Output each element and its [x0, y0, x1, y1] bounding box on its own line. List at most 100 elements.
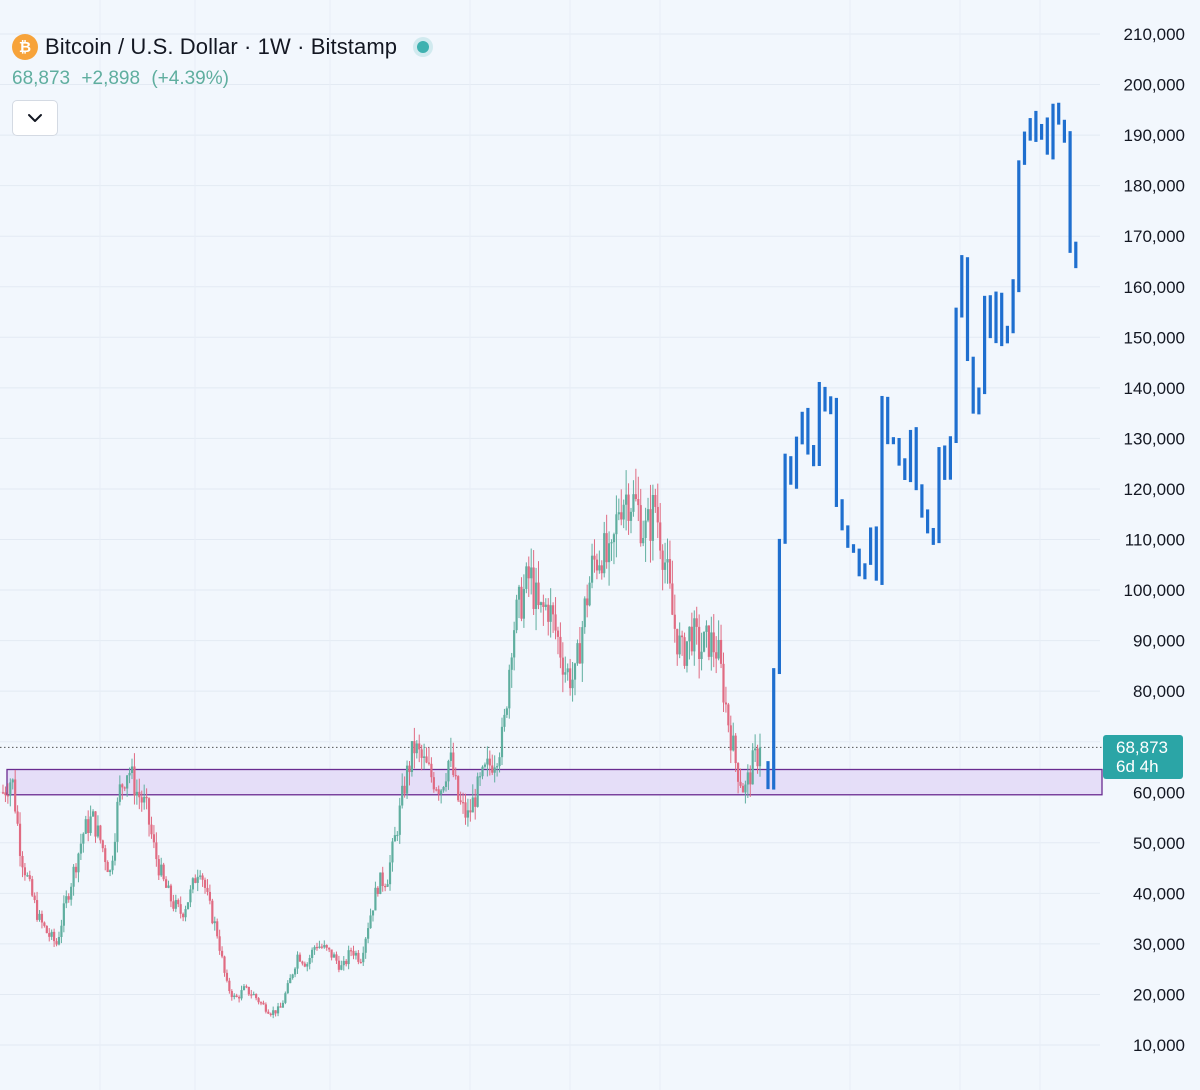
candle-body	[240, 990, 243, 999]
projected-bar	[891, 437, 895, 445]
candle-body	[386, 884, 389, 887]
candle-body	[454, 775, 457, 777]
candle-body	[238, 996, 241, 999]
candle-body	[530, 567, 533, 579]
legend-collapse-button[interactable]	[12, 100, 58, 136]
candle-body	[700, 651, 703, 659]
projected-bar	[1000, 292, 1004, 347]
candle-body	[534, 582, 538, 609]
candle-body	[262, 1002, 265, 1005]
candle-body	[637, 499, 640, 506]
candle-body	[666, 559, 669, 563]
candle-body	[430, 763, 433, 778]
projected-bar	[851, 544, 856, 553]
symbol-title[interactable]: Bitcoin / U.S. Dollar · 1W · Bitstamp	[45, 34, 398, 59]
candle-body	[532, 567, 535, 609]
chart-grid	[0, 33, 1100, 1046]
candle-body	[289, 977, 292, 984]
candle-body	[610, 542, 613, 544]
candle-body	[16, 811, 19, 824]
projected-bar	[977, 387, 981, 415]
candle-body	[659, 522, 662, 551]
candle-body	[437, 789, 440, 795]
candle-body	[152, 834, 156, 843]
candle-body	[461, 802, 465, 804]
projected-bar	[943, 445, 947, 480]
candle-body	[303, 963, 306, 967]
candle-body	[571, 679, 574, 689]
candle-body	[537, 582, 540, 606]
candle-body	[405, 765, 409, 794]
legend-quote-row: 68,873 +2,898 (+4.39%)	[12, 68, 429, 90]
support-zone[interactable]	[6, 768, 1103, 796]
market-status-icon	[417, 41, 430, 53]
candle-body	[525, 566, 528, 589]
candle-body	[642, 538, 645, 544]
candle-body	[62, 903, 65, 926]
candle-body	[182, 913, 185, 918]
candle-body	[656, 506, 659, 523]
y-tick-label: 130,000	[1124, 429, 1185, 448]
candle-body	[578, 643, 581, 664]
candle-body	[216, 921, 219, 937]
projected-bars	[766, 102, 1078, 790]
candle-body	[345, 960, 348, 965]
projected-bar	[783, 453, 787, 544]
candle-body	[722, 663, 725, 703]
projected-bar	[931, 527, 935, 545]
candle-body	[707, 625, 710, 657]
candle-body	[96, 825, 100, 837]
candle-body	[432, 777, 435, 790]
candle-body	[398, 805, 401, 835]
projected-bar	[874, 526, 878, 581]
candle-body	[143, 796, 146, 803]
legend-title-row[interactable]: ₿ Bitcoin / U.S. Dollar · 1W · Bitstamp	[12, 32, 430, 62]
candle-body	[14, 779, 17, 812]
candle-body	[315, 946, 319, 949]
candle-body	[332, 954, 336, 958]
candle-body	[133, 766, 136, 796]
candle-body	[683, 637, 686, 666]
projected-bar	[1028, 118, 1032, 141]
projected-bar	[1062, 119, 1066, 143]
candle-body	[559, 636, 562, 658]
candle-body	[126, 775, 129, 789]
y-tick-label: 200,000	[1124, 76, 1185, 95]
candle-body	[469, 810, 472, 813]
candle-body	[403, 785, 406, 794]
candle-body	[471, 797, 474, 813]
candle-body	[362, 952, 365, 963]
candle-body	[172, 901, 175, 909]
projected-bar	[806, 407, 810, 455]
projected-bar	[960, 255, 964, 318]
candle-body	[488, 758, 491, 766]
candle-body	[595, 559, 599, 571]
candle-body	[729, 725, 732, 751]
candle-body	[410, 741, 414, 773]
projected-bar	[926, 509, 930, 534]
projected-bar	[948, 436, 952, 480]
candle-body	[57, 936, 61, 945]
candle-body	[111, 860, 114, 871]
projected-bar	[1040, 123, 1044, 140]
candle-body	[94, 811, 97, 837]
chevron-down-icon	[28, 114, 42, 122]
y-tick-label: 160,000	[1124, 278, 1185, 297]
candle-body	[369, 915, 372, 929]
projected-bar	[829, 396, 833, 415]
candle-body	[600, 565, 603, 574]
price-axis[interactable]: 210,000 200,000 190,000 180,000 170,000 160,0…	[1124, 25, 1185, 1055]
y-tick-label: 190,000	[1124, 126, 1185, 145]
candle-body	[503, 714, 506, 727]
candle-body	[688, 626, 691, 642]
candle-body	[340, 965, 343, 970]
price-tag-countdown: 6d 4h	[1116, 757, 1159, 776]
candle-body	[698, 626, 701, 659]
candle-body	[267, 1011, 270, 1014]
candle-body	[481, 766, 484, 777]
candle-body	[201, 875, 204, 880]
projected-bar	[908, 429, 913, 483]
projected-bar	[777, 538, 781, 675]
candle-body	[522, 588, 525, 619]
